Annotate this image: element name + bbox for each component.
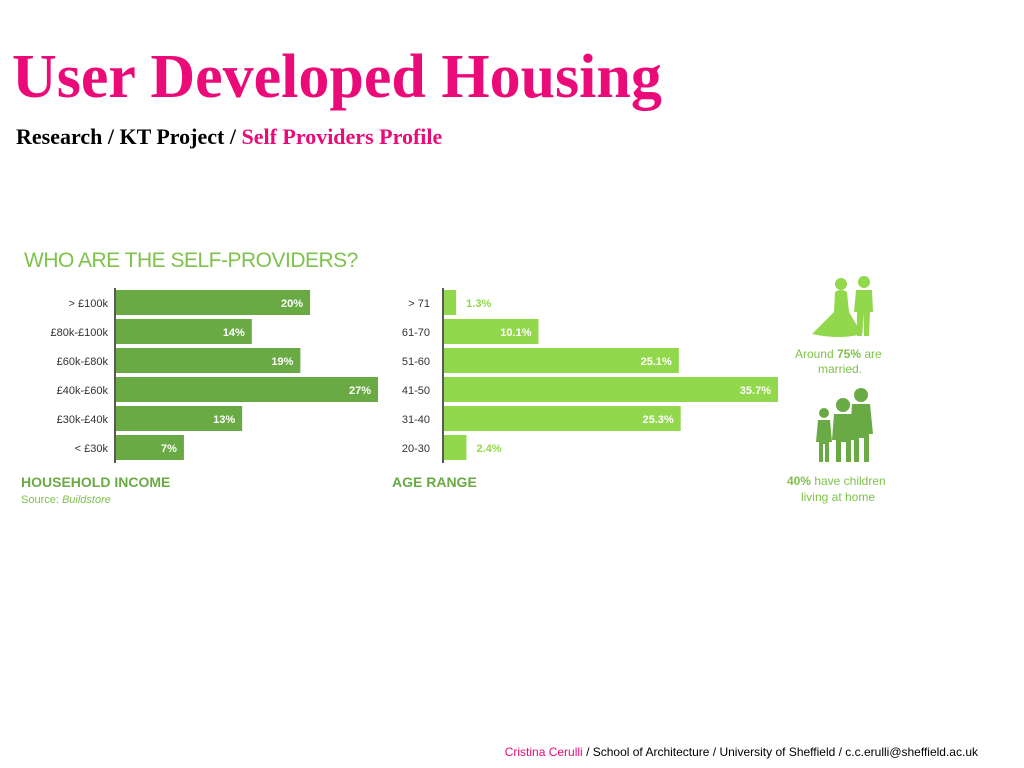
age-category-label: 51-60 (402, 356, 430, 368)
age-value-label: 25.3% (642, 414, 673, 426)
age-category-label: > 71 (408, 298, 430, 310)
children-fact: 40% have children living at home (787, 474, 889, 504)
income-value-label: 27% (349, 385, 371, 397)
wedding-couple-icon (812, 276, 873, 337)
age-category-label: 61-70 (402, 327, 430, 339)
married-line-2: married. (818, 362, 862, 376)
age-category-label: 31-40 (402, 414, 430, 426)
age-bar (444, 377, 778, 402)
footer-author: Cristina Cerulli (504, 745, 583, 759)
income-bar (116, 348, 301, 373)
married-prefix: Around (795, 347, 837, 361)
page-title: User Developed Housing (12, 43, 662, 111)
income-bar (116, 290, 311, 315)
age-value-label: 2.4% (476, 443, 501, 455)
page-subtitle: Research / KT Project / Self Providers P… (16, 123, 442, 151)
income-category-label: £40k-£60k (57, 385, 109, 397)
children-line-2: living at home (801, 490, 875, 504)
income-value-label: 20% (281, 298, 303, 310)
family-icon (816, 388, 873, 462)
subtitle-highlight: Self Providers Profile (241, 124, 443, 149)
age-value-label: 10.1% (500, 327, 531, 339)
age-value-label: 35.7% (740, 385, 771, 397)
age-category-label: 20-30 (402, 443, 430, 455)
income-bar (116, 406, 243, 431)
age-axis-label: AGE RANGE (392, 474, 477, 490)
income-category-label: £30k-£40k (57, 414, 109, 426)
age-bar (444, 348, 679, 373)
age-category-label: 41-50 (402, 385, 430, 397)
income-source-name: Buildstore (62, 494, 111, 506)
age-bar (444, 406, 681, 431)
income-bar (116, 435, 184, 460)
income-category-label: £60k-£80k (57, 356, 109, 368)
income-value-label: 19% (271, 356, 293, 368)
income-value-label: 7% (161, 443, 177, 455)
children-suffix: have children (811, 474, 886, 488)
age-value-label: 1.3% (466, 298, 491, 310)
children-line-1: 40% have children (787, 474, 886, 488)
children-value: 40% (787, 474, 811, 488)
income-category-label: < £30k (75, 443, 109, 455)
age-bar (444, 290, 457, 315)
income-source-label: Source: (21, 494, 62, 506)
married-value: 75% (837, 347, 861, 361)
income-category-label: > £100k (69, 298, 109, 310)
income-category-label: £80k-£100k (51, 327, 109, 339)
self-providers-infographic: WHO ARE THE SELF-PROVIDERS? > £100k 20% £8… (21, 249, 889, 506)
income-value-label: 14% (223, 327, 245, 339)
income-axis-label: HOUSEHOLD INCOME (21, 474, 170, 490)
married-fact: Around 75% are married. (795, 347, 885, 376)
married-line-1: Around 75% are (795, 347, 882, 361)
income-bar (116, 377, 378, 402)
income-value-label: 13% (213, 414, 235, 426)
infographic-title: WHO ARE THE SELF-PROVIDERS? (24, 249, 358, 272)
age-bar (444, 319, 539, 344)
income-chart: > £100k 20% £80k-£100k 14% £60k-£80k 19% £40k-… (51, 290, 378, 460)
age-bar (444, 435, 467, 460)
age-value-label: 25.1% (641, 356, 672, 368)
income-bar (116, 319, 252, 344)
footer: Cristina Cerulli / School of Architectur… (505, 744, 978, 760)
income-source: Source: Buildstore (21, 494, 111, 506)
age-chart: > 71 1.3% 61-70 10.1% 51-60 25.1% 41-50 35.7% 31… (402, 290, 778, 460)
married-suffix: are (861, 347, 882, 361)
subtitle-prefix: Research / KT Project / (16, 124, 242, 149)
footer-details: / School of Architecture / University of… (582, 745, 978, 759)
